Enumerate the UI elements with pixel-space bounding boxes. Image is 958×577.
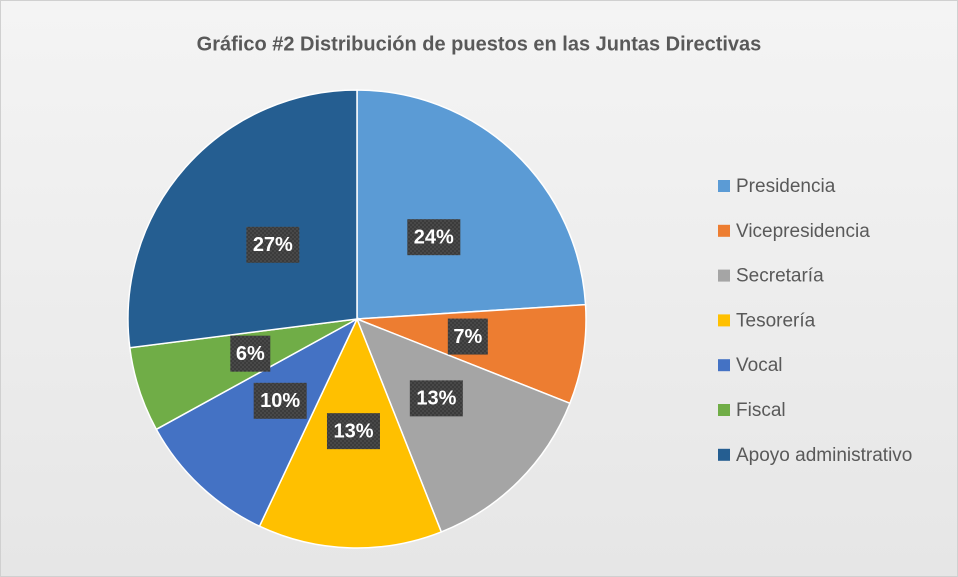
legend-label: Apoyo administrativo bbox=[736, 445, 912, 466]
data-label-box bbox=[447, 318, 488, 355]
data-label: 27% bbox=[253, 234, 293, 256]
data-label-box bbox=[253, 382, 307, 419]
data-label-box bbox=[326, 413, 380, 450]
legend-label: Vicepresidencia bbox=[736, 221, 870, 242]
pie-slice bbox=[155, 317, 359, 528]
legend-swatch bbox=[718, 314, 730, 327]
legend-label: Presidencia bbox=[736, 176, 836, 197]
data-label: 13% bbox=[416, 388, 456, 410]
legend-swatch bbox=[718, 269, 730, 282]
legend-label: Fiscal bbox=[736, 400, 786, 421]
data-label: 10% bbox=[260, 390, 300, 412]
data-label-box bbox=[246, 226, 300, 263]
legend-swatch bbox=[718, 224, 730, 237]
pie-slice bbox=[355, 317, 571, 533]
data-label: 13% bbox=[333, 420, 373, 442]
legend-swatch bbox=[718, 359, 730, 372]
legend-label: Secretaría bbox=[736, 266, 824, 287]
legend-label: Tesorería bbox=[736, 310, 816, 331]
legend-swatch bbox=[718, 448, 730, 461]
legend-label: Vocal bbox=[736, 355, 782, 376]
data-label-box bbox=[409, 380, 463, 417]
data-label-box bbox=[230, 335, 271, 372]
legend-swatch bbox=[718, 404, 730, 416]
legend-swatch bbox=[718, 180, 730, 192]
data-label: 6% bbox=[236, 343, 265, 365]
data-label-box bbox=[407, 219, 461, 256]
pie-slice bbox=[127, 89, 358, 349]
data-label: 24% bbox=[414, 226, 454, 248]
chart-title: Gráfico #2 Distribución de puestos en la… bbox=[197, 33, 762, 55]
data-label: 7% bbox=[453, 326, 482, 348]
pie-slice bbox=[356, 89, 587, 320]
